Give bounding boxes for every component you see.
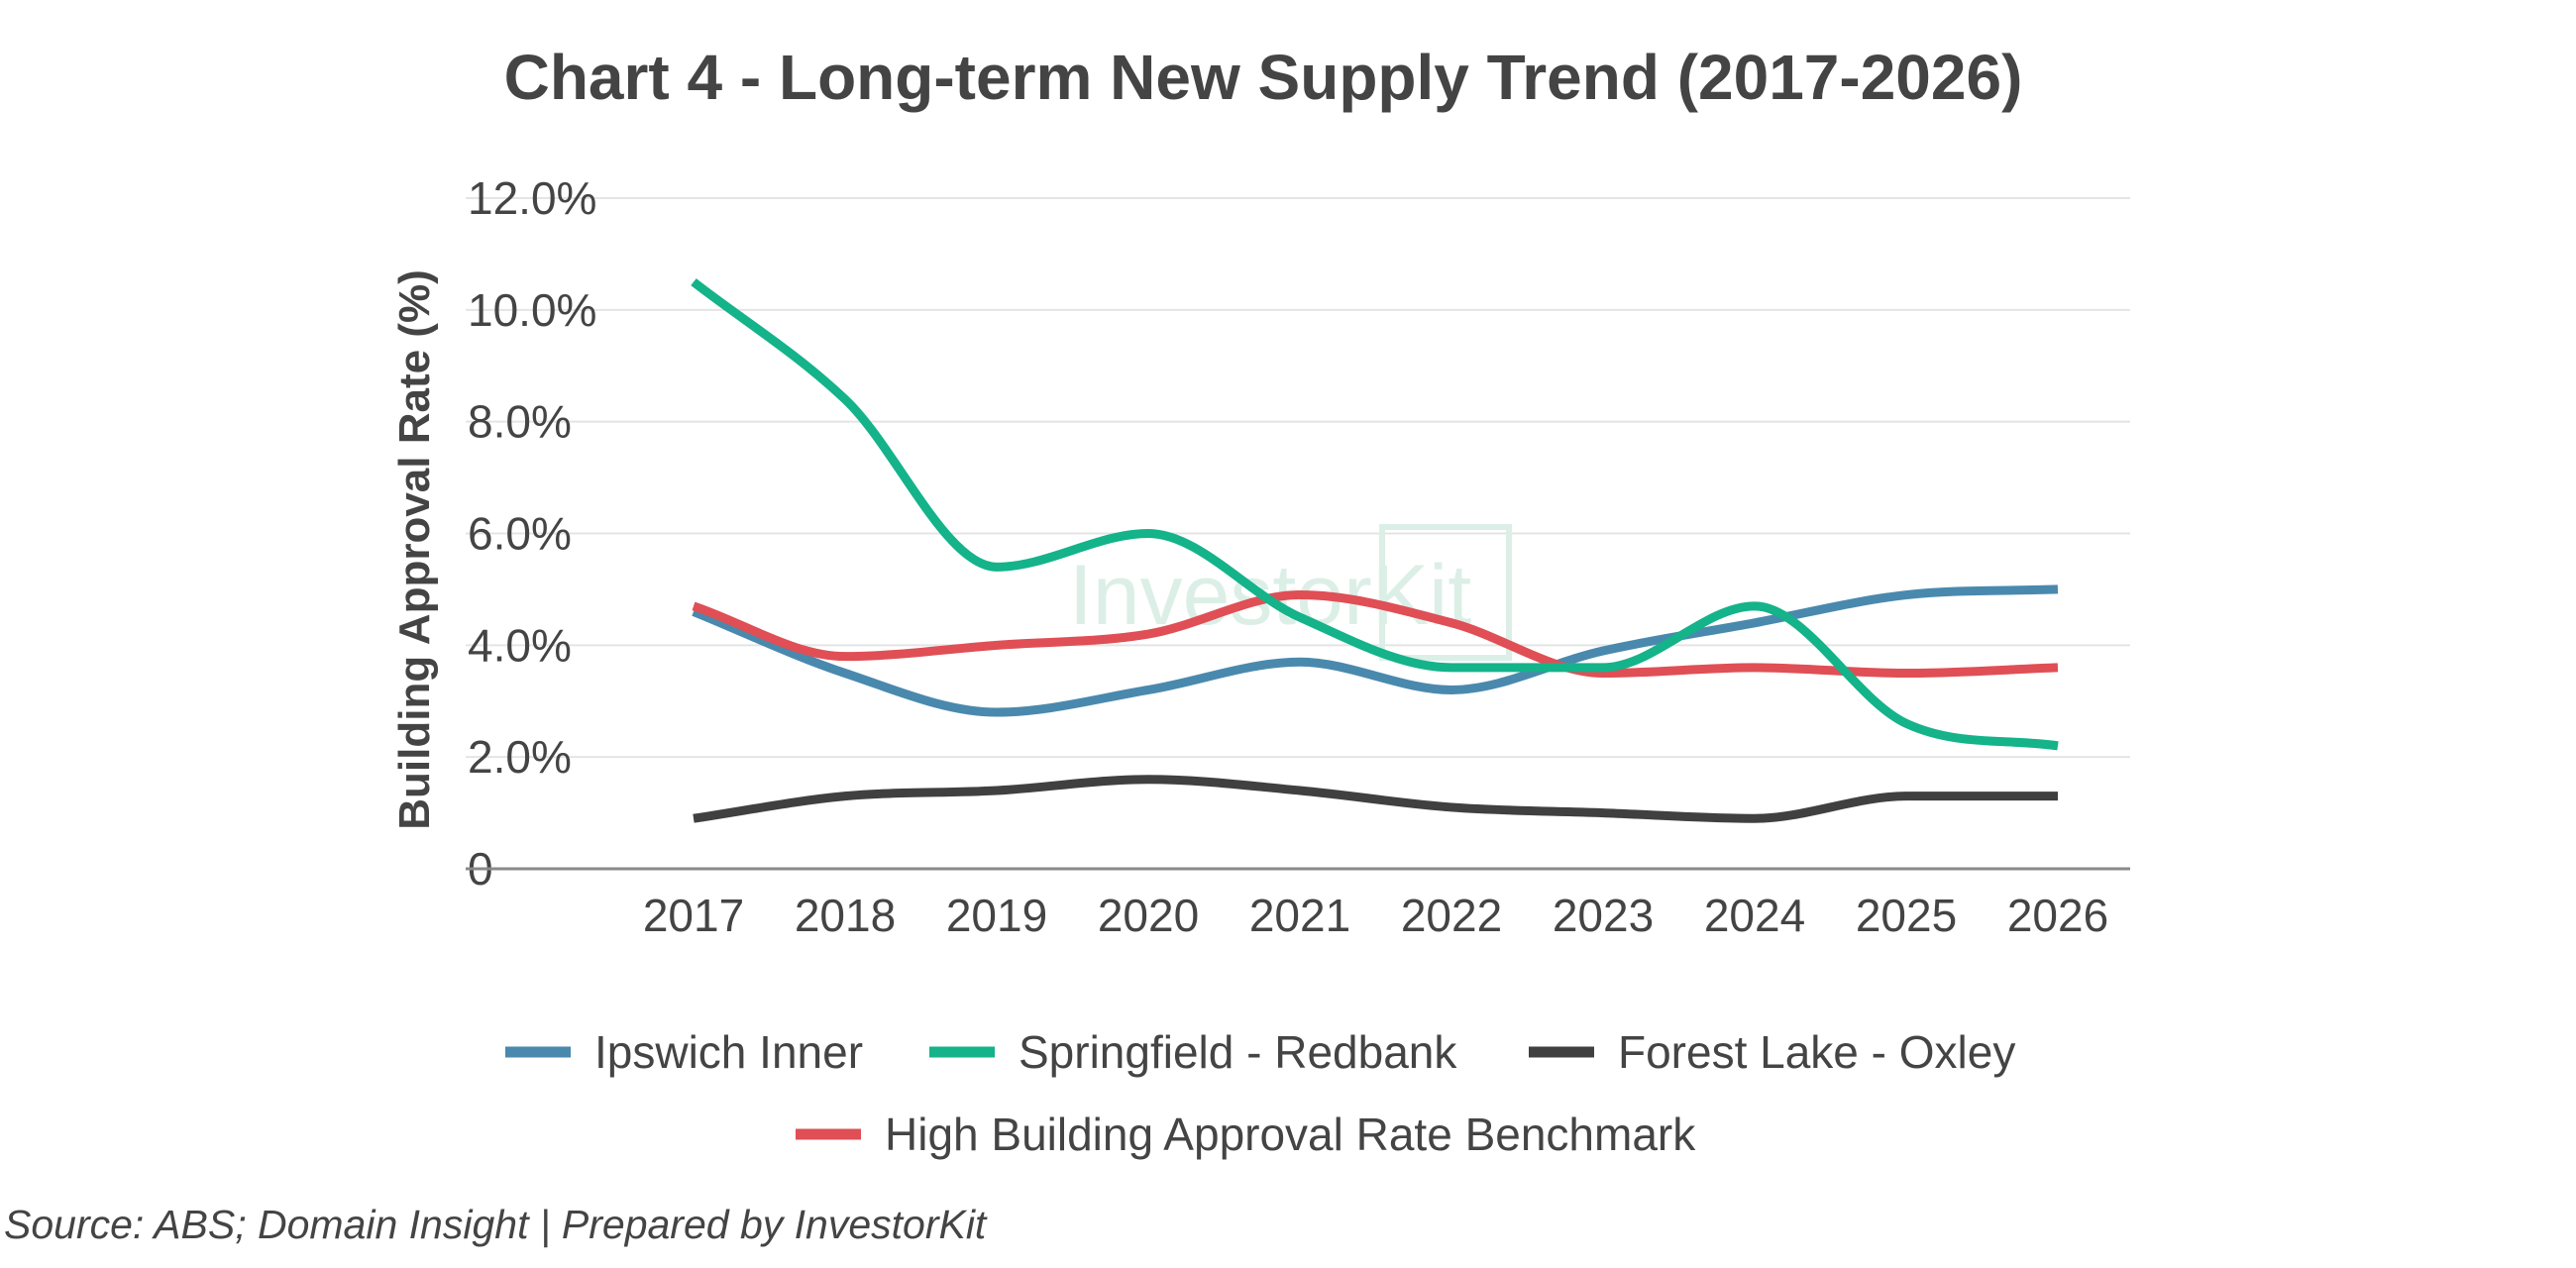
legend-item: Forest Lake - Oxley [1529, 1026, 2015, 1078]
y-axis-label: Building Approval Rate (%) [390, 269, 439, 830]
x-tick-label: 2020 [1098, 890, 1199, 941]
y-tick-label: 2.0% [468, 731, 572, 783]
legend-label: Forest Lake - Oxley [1618, 1026, 2015, 1078]
x-tick-label: 2026 [2007, 890, 2108, 941]
legend-item: Ipswich Inner [505, 1026, 863, 1078]
y-axis: 02.0%4.0%6.0%8.0%10.0%12.0% [468, 172, 596, 895]
source-note: Source: ABS; Domain Insight | Prepared b… [4, 1202, 988, 1247]
y-tick-label: 10.0% [468, 284, 596, 336]
series-line-ipswich-inner [692, 584, 2059, 717]
x-tick-label: 2017 [643, 890, 744, 941]
series-line-high-building-approval-rate-benchmark [692, 590, 2059, 679]
series-line-springfield-redbank [691, 278, 2059, 751]
legend-label: Springfield - Redbank [1019, 1026, 1457, 1078]
y-tick-label: 6.0% [468, 508, 572, 560]
x-tick-label: 2025 [1856, 890, 1957, 941]
legend-item: High Building Approval Rate Benchmark [796, 1109, 1696, 1160]
legend-label: Ipswich Inner [594, 1026, 863, 1078]
legend-label: High Building Approval Rate Benchmark [885, 1109, 1696, 1160]
legend-item: Springfield - Redbank [929, 1026, 1457, 1078]
series-line-forest-lake-oxley [693, 775, 2058, 823]
x-tick-label: 2019 [946, 890, 1047, 941]
y-tick-label: 12.0% [468, 172, 596, 224]
watermark-box [1379, 524, 1512, 661]
series-lines [691, 278, 2059, 823]
x-tick-label: 2021 [1249, 890, 1350, 941]
y-tick-label: 4.0% [468, 619, 572, 671]
legend: Ipswich Inner Springfield - Redbank Forest… [505, 1026, 2015, 1160]
x-tick-label: 2024 [1704, 890, 1805, 941]
x-axis: 2017 2018 2019 2020 2021 2022 2023 2024 2025 2026 [643, 890, 2108, 941]
x-tick-label: 2023 [1553, 890, 1654, 941]
x-tick-label: 2022 [1401, 890, 1502, 941]
chart-title: Chart 4 - Long-term New Supply Trend (20… [504, 42, 2023, 113]
x-tick-label: 2018 [795, 890, 896, 941]
y-tick-label: 8.0% [468, 396, 572, 448]
gridlines [466, 197, 2130, 759]
